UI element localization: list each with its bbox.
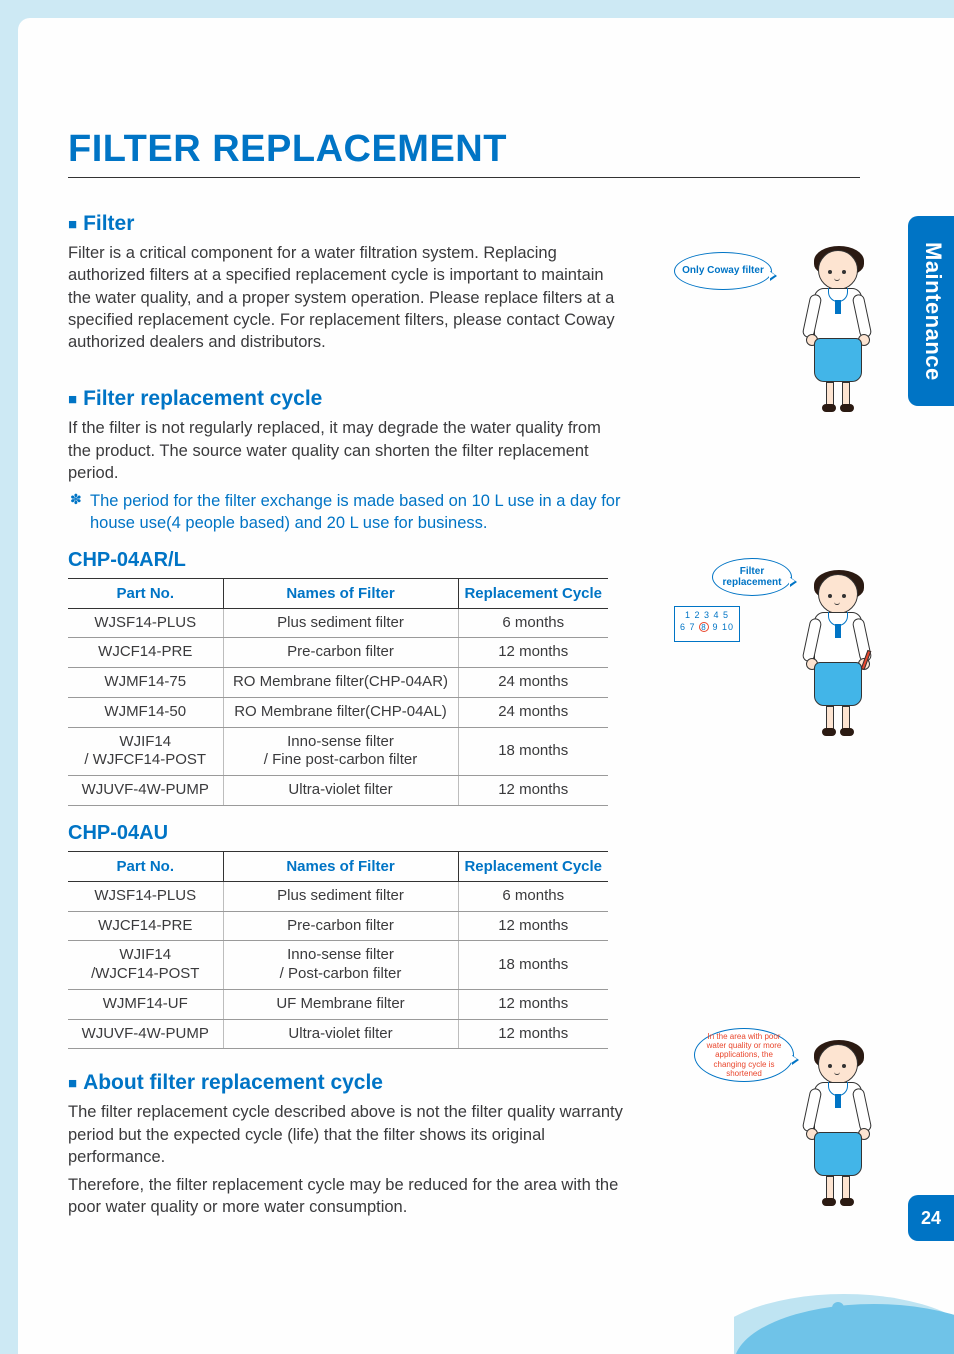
table-cell: UF Membrane filter — [223, 989, 458, 1019]
footer-wave-decoration — [734, 1284, 954, 1354]
table-cell: WJIF14/WJCF14-POST — [68, 941, 223, 990]
character-icon — [792, 568, 882, 738]
illustration-coway-filter: Only Coway filter — [672, 244, 882, 414]
table-cell: WJMF14-UF — [68, 989, 223, 1019]
table-cell: Plus sediment filter — [223, 881, 458, 911]
th-partno: Part No. — [68, 851, 223, 881]
table2-title: CHP-04AU — [68, 822, 628, 845]
character-icon — [792, 1038, 882, 1208]
table-row: WJCF14-PREPre-carbon filter12 months — [68, 911, 608, 941]
table-cell: RO Membrane filter(CHP-04AR) — [223, 668, 458, 698]
table-cell: 12 months — [458, 1019, 608, 1049]
bullet-icon: ■ — [68, 1075, 77, 1092]
table-cell: WJMF14-50 — [68, 697, 223, 727]
table-row: WJMF14-UFUF Membrane filter12 months — [68, 989, 608, 1019]
table-cell: 12 months — [458, 776, 608, 806]
speech-bubble-3: In the area with poor water quality or m… — [694, 1028, 794, 1082]
table-cell: WJSF14-PLUS — [68, 881, 223, 911]
heading-cycle-text: Filter replacement cycle — [83, 387, 322, 411]
cal-row2: 6 7 8 9 10 — [677, 622, 737, 634]
table-cell: Inno-sense filter/ Fine post-carbon filt… — [223, 727, 458, 776]
speech-bubble-2: Filter replacement — [712, 558, 792, 596]
table-row: WJMF14-50RO Membrane filter(CHP-04AL)24 … — [68, 697, 608, 727]
table-cell: RO Membrane filter(CHP-04AL) — [223, 697, 458, 727]
table-cell: 24 months — [458, 697, 608, 727]
table-cell: Plus sediment filter — [223, 608, 458, 638]
table-row: WJUVF-4W-PUMPUltra-violet filter12 month… — [68, 1019, 608, 1049]
table-cell: WJIF14/ WJFCF14-POST — [68, 727, 223, 776]
table-row: WJIF14/WJCF14-POSTInno-sense filter/ Pos… — [68, 941, 608, 990]
table-cell: Pre-carbon filter — [223, 911, 458, 941]
about-p2: Therefore, the filter replacement cycle … — [68, 1174, 628, 1219]
heading-about: ■ About filter replacement cycle — [68, 1071, 628, 1095]
character-icon — [792, 244, 882, 414]
heading-filter-text: Filter — [83, 212, 134, 236]
table-cell: Inno-sense filter/ Post-carbon filter — [223, 941, 458, 990]
th-cycle: Replacement Cycle — [458, 578, 608, 608]
heading-cycle: ■ Filter replacement cycle — [68, 387, 628, 411]
table-cell: Ultra-violet filter — [223, 776, 458, 806]
table-cell: 12 months — [458, 911, 608, 941]
table1-title: CHP-04AR/L — [68, 549, 628, 572]
speech-bubble-1: Only Coway filter — [674, 252, 772, 290]
calendar-icon: 1 2 3 4 5 6 7 8 9 10 — [674, 606, 740, 642]
table-chp04au: Part No. Names of Filter Replacement Cyc… — [68, 851, 608, 1050]
table-row: WJMF14-75RO Membrane filter(CHP-04AR)24 … — [68, 668, 608, 698]
table-row: WJIF14/ WJFCF14-POSTInno-sense filter/ F… — [68, 727, 608, 776]
table-cell: 18 months — [458, 941, 608, 990]
table-cell: Ultra-violet filter — [223, 1019, 458, 1049]
cal-row1: 1 2 3 4 5 — [677, 610, 737, 622]
bullet-icon: ■ — [68, 391, 77, 408]
table-cell: 12 months — [458, 638, 608, 668]
main-content: ■ Filter Filter is a critical component … — [68, 212, 628, 1219]
th-name: Names of Filter — [223, 578, 458, 608]
illustration-poor-water: In the area with poor water quality or m… — [672, 1028, 882, 1218]
table-cell: WJSF14-PLUS — [68, 608, 223, 638]
page-number: 24 — [908, 1195, 954, 1241]
table-cell: WJCF14-PRE — [68, 911, 223, 941]
table-cell: WJUVF-4W-PUMP — [68, 1019, 223, 1049]
th-partno: Part No. — [68, 578, 223, 608]
th-cycle: Replacement Cycle — [458, 851, 608, 881]
table-row: WJUVF-4W-PUMPUltra-violet filter12 month… — [68, 776, 608, 806]
cycle-body: If the filter is not regularly replaced,… — [68, 417, 628, 484]
about-p1: The filter replacement cycle described a… — [68, 1101, 628, 1168]
table-row: WJCF14-PREPre-carbon filter12 months — [68, 638, 608, 668]
heading-about-text: About filter replacement cycle — [83, 1071, 383, 1095]
filter-body: Filter is a critical component for a wat… — [68, 242, 628, 353]
table-cell: 6 months — [458, 608, 608, 638]
heading-filter: ■ Filter — [68, 212, 628, 236]
bullet-icon: ■ — [68, 216, 77, 233]
table-cell: 18 months — [458, 727, 608, 776]
th-name: Names of Filter — [223, 851, 458, 881]
table-cell: Pre-carbon filter — [223, 638, 458, 668]
page-title: FILTER REPLACEMENT — [68, 128, 860, 178]
table-cell: 24 months — [458, 668, 608, 698]
side-tab-maintenance: Maintenance — [908, 216, 954, 406]
table-cell: WJUVF-4W-PUMP — [68, 776, 223, 806]
illustration-replacement-calendar: Filter replacement 1 2 3 4 5 6 7 8 9 10 — [672, 558, 882, 748]
table-row: WJSF14-PLUSPlus sediment filter6 months — [68, 881, 608, 911]
table-chp04arl: Part No. Names of Filter Replacement Cyc… — [68, 578, 608, 806]
table-cell: 12 months — [458, 989, 608, 1019]
page-body: FILTER REPLACEMENT ■ Filter Filter is a … — [18, 18, 954, 1354]
cycle-note: The period for the filter exchange is ma… — [68, 490, 628, 535]
table-cell: WJCF14-PRE — [68, 638, 223, 668]
table-cell: WJMF14-75 — [68, 668, 223, 698]
table-cell: 6 months — [458, 881, 608, 911]
table-row: WJSF14-PLUSPlus sediment filter6 months — [68, 608, 608, 638]
